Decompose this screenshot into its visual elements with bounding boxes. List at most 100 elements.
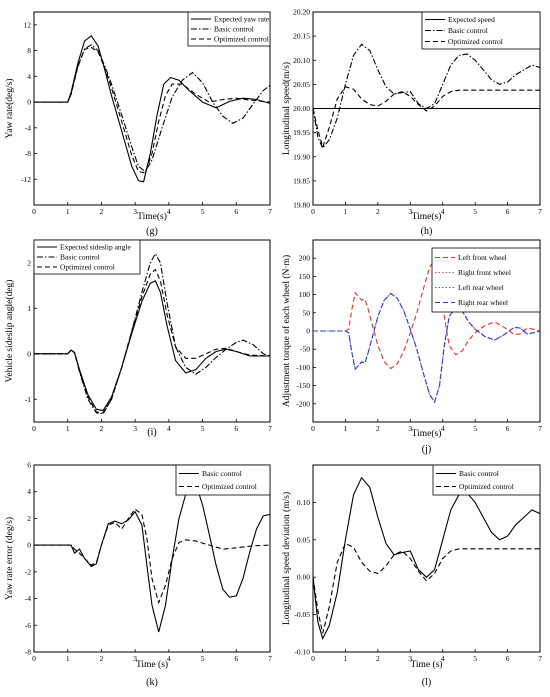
y-tick-label: -4 [25, 123, 31, 132]
chart-panel-j: 0 1 2 3 4 5 6 7 -200 -150 -100 -50 0 50 100 150 200 Time(… [281, 239, 542, 455]
chart-panel-k: 0 1 2 3 4 5 6 7 -8 -6 -4 -2 0 2 4 6 Time (s) Yaw rate err… [4, 461, 272, 689]
panel-label: (g) [146, 226, 158, 237]
plot-frame [33, 239, 271, 423]
y-tick-label: 19.90 [293, 152, 310, 161]
y-tick-label: 0 [306, 327, 310, 336]
y-tick-label: -4 [25, 594, 31, 603]
x-tick-label: 7 [538, 654, 542, 663]
y-axis-label: Longitudinal speed deviation (m/s) [281, 492, 292, 625]
x-tick-label: 0 [311, 207, 315, 216]
x-tick-label: 3 [133, 207, 137, 216]
y-tick-label: 100 [299, 290, 311, 299]
chart-panel-l: 0 1 2 3 4 5 6 7 -0.10 -0.05 0.00 0.05 0.10 Time (s) Lo… [281, 464, 542, 688]
x-axis-label: Time(s) [412, 428, 442, 439]
x-tick-label: 0 [32, 654, 36, 663]
legend-label: Expected yaw rate [214, 15, 270, 24]
x-tick-label: 6 [506, 654, 510, 663]
y-tick-label: -200 [296, 399, 310, 408]
series-line-optimized-control [34, 46, 270, 174]
x-tick-label: 1 [344, 424, 348, 433]
x-tick-label: 4 [167, 654, 171, 663]
legend-label: Optimized control [459, 482, 514, 491]
y-tick-label: -50 [300, 345, 310, 354]
y-tick-label: 20.15 [293, 32, 310, 41]
legend-label: Optimized control [214, 35, 269, 44]
legend-box [421, 11, 541, 50]
x-tick-label: 5 [201, 654, 205, 663]
y-tick-label: 6 [27, 461, 31, 470]
panel-label: (j) [422, 444, 431, 455]
legend-label: Expected speed [448, 15, 495, 24]
x-tick-label: 1 [66, 424, 70, 433]
y-tick-label: 150 [299, 272, 311, 281]
x-tick-label: 2 [100, 654, 104, 663]
y-tick-label: 19.80 [293, 201, 310, 210]
legend-label: Optimized control [60, 263, 115, 272]
panel-label: (l) [422, 677, 431, 688]
y-tick-label: -150 [296, 381, 310, 390]
x-tick-label: 2 [376, 424, 380, 433]
x-tick-label: 2 [376, 207, 380, 216]
plot-frame [33, 464, 271, 653]
x-tick-label: 6 [234, 654, 238, 663]
y-tick-label: 4 [27, 487, 31, 496]
y-axis-label: Adjustment torque of each wheel (N·m) [281, 255, 292, 407]
x-tick-label: 4 [441, 654, 445, 663]
x-tick-label: 3 [408, 654, 412, 663]
legend-box [431, 247, 541, 313]
y-tick-label: 0.10 [297, 498, 310, 507]
x-tick-label: 1 [66, 654, 70, 663]
y-tick-label: 0 [27, 349, 31, 358]
legend: Expected speed Basic control Optimized con… [421, 11, 541, 50]
x-tick-label: 3 [408, 207, 412, 216]
y-tick-label: 19.85 [293, 176, 310, 185]
legend-label: Basic control [448, 26, 488, 35]
x-tick-label: 3 [133, 654, 137, 663]
legend-label: Basic control [459, 469, 499, 478]
x-tick-label: 5 [201, 424, 205, 433]
y-tick-label: 19.95 [293, 128, 310, 137]
x-tick-label: 5 [473, 424, 477, 433]
y-tick-label: 1 [27, 304, 31, 313]
y-tick-label: 12 [24, 20, 32, 29]
legend: Basic control Optimized control [432, 464, 541, 496]
y-tick-label: 20.00 [293, 104, 310, 113]
x-tick-label: 3 [408, 424, 412, 433]
x-axis-label: Time(s) [137, 211, 167, 222]
y-tick-label: 20.05 [293, 80, 310, 89]
y-tick-label: 200 [299, 254, 311, 263]
x-axis-label: Time (s) [410, 659, 442, 670]
x-tick-label: 0 [311, 654, 315, 663]
plot-frame [312, 464, 541, 653]
y-axis-label: Longitudinal speed(m/s) [281, 62, 292, 155]
legend-box [432, 464, 541, 496]
series-line-basic-control [313, 476, 540, 640]
x-tick-label: 2 [100, 424, 104, 433]
y-tick-label: 0 [27, 541, 31, 550]
panel-label: (k) [146, 677, 158, 688]
y-tick-label: -100 [296, 363, 310, 372]
x-tick-label: 1 [66, 207, 70, 216]
x-tick-label: 6 [506, 207, 510, 216]
y-tick-label: 2 [27, 258, 31, 267]
y-tick-label: 4 [27, 72, 31, 81]
series-line-left-front-wheel [313, 258, 540, 370]
legend-label: Left rear wheel [458, 283, 504, 292]
series-line-optimized-control [34, 508, 270, 605]
x-tick-label: 7 [268, 424, 272, 433]
series-line-optimized-control [34, 268, 270, 414]
x-tick-label: 6 [234, 207, 238, 216]
legend-box [187, 11, 271, 47]
legend: Left front wheel Right front wheel Left re… [431, 247, 541, 313]
x-tick-label: 7 [268, 207, 272, 216]
legend-label: Basic control [202, 469, 242, 478]
legend-label: Left front wheel [458, 253, 507, 262]
y-tick-label: 50 [303, 308, 311, 317]
x-tick-label: 7 [538, 207, 542, 216]
y-axis-label: Yaw rate(deg/s) [4, 79, 15, 139]
plot-frame [33, 11, 271, 206]
